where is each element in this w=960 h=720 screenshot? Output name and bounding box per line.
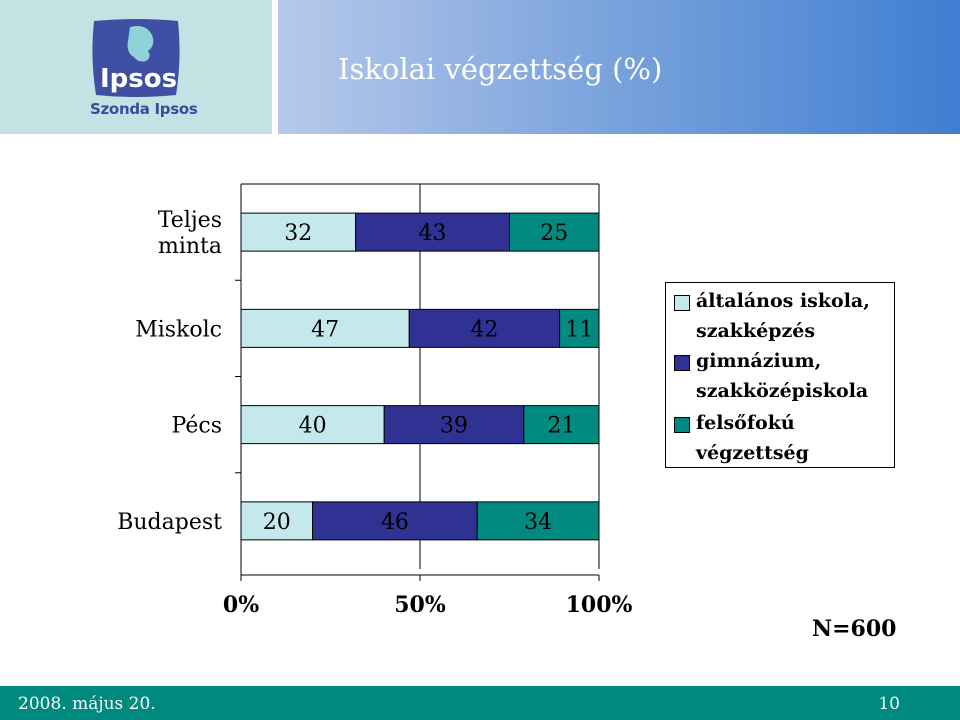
x-tick-label: 50% — [394, 592, 446, 618]
legend-label: szakközépiskola — [696, 380, 869, 402]
footer-date: 2008. május 20. — [18, 694, 156, 714]
logo-brand-text: Ipsos — [100, 64, 177, 94]
data-label: 32 — [284, 221, 312, 246]
logo-subtitle: Szonda Ipsos — [90, 100, 198, 118]
legend-label: végzettség — [696, 442, 809, 464]
data-label: 34 — [524, 510, 552, 535]
legend-label: általános iskola, — [696, 290, 870, 312]
x-tick-label: 0% — [223, 592, 259, 618]
bar-segment — [408, 308, 561, 348]
bar-segment — [240, 308, 410, 348]
bar-segment — [383, 405, 525, 445]
category-label: minta — [158, 234, 222, 259]
data-label: 39 — [440, 414, 468, 439]
data-label: 21 — [547, 414, 575, 439]
data-label: 40 — [299, 414, 327, 439]
legend-swatch — [674, 295, 690, 311]
legend-swatch — [674, 417, 690, 433]
bar-segment — [559, 308, 600, 348]
bar-segment — [476, 501, 600, 541]
data-label: 46 — [381, 510, 409, 535]
data-label: 47 — [311, 317, 339, 342]
sample-size-note: N=600 — [812, 616, 897, 642]
data-label: 20 — [263, 510, 291, 535]
bar-segment — [312, 501, 478, 541]
data-label: 43 — [419, 221, 447, 246]
ipsos-logo: Ipsos — [92, 19, 180, 97]
legend-label: felsőfokú — [696, 412, 795, 434]
legend-swatch — [674, 355, 690, 371]
category-label: Pécs — [172, 414, 222, 439]
chart-legend: általános iskola, szakképzés gimnázium, sza… — [665, 282, 895, 468]
bar-segment — [523, 405, 600, 445]
bar-segment — [509, 212, 600, 252]
page-number: 10 — [878, 694, 900, 714]
legend-label: gimnázium, — [696, 350, 822, 372]
x-tick-label: 100% — [566, 592, 633, 618]
legend-label: szakképzés — [696, 320, 816, 342]
category-label: Budapest — [117, 510, 222, 535]
footer-bar: 2008. május 20. 10 — [0, 686, 960, 720]
logo-panel: Ipsos Szonda Ipsos — [0, 0, 272, 134]
data-label: 42 — [470, 317, 498, 342]
title-bar: Iskolai végzettség (%) — [278, 0, 960, 134]
data-label: 11 — [565, 317, 593, 342]
page-title: Iskolai végzettség (%) — [338, 52, 663, 86]
bar-segment — [240, 501, 314, 541]
category-label: Miskolc — [135, 317, 222, 342]
category-label: Teljes — [158, 208, 222, 233]
data-label: 25 — [540, 221, 568, 246]
